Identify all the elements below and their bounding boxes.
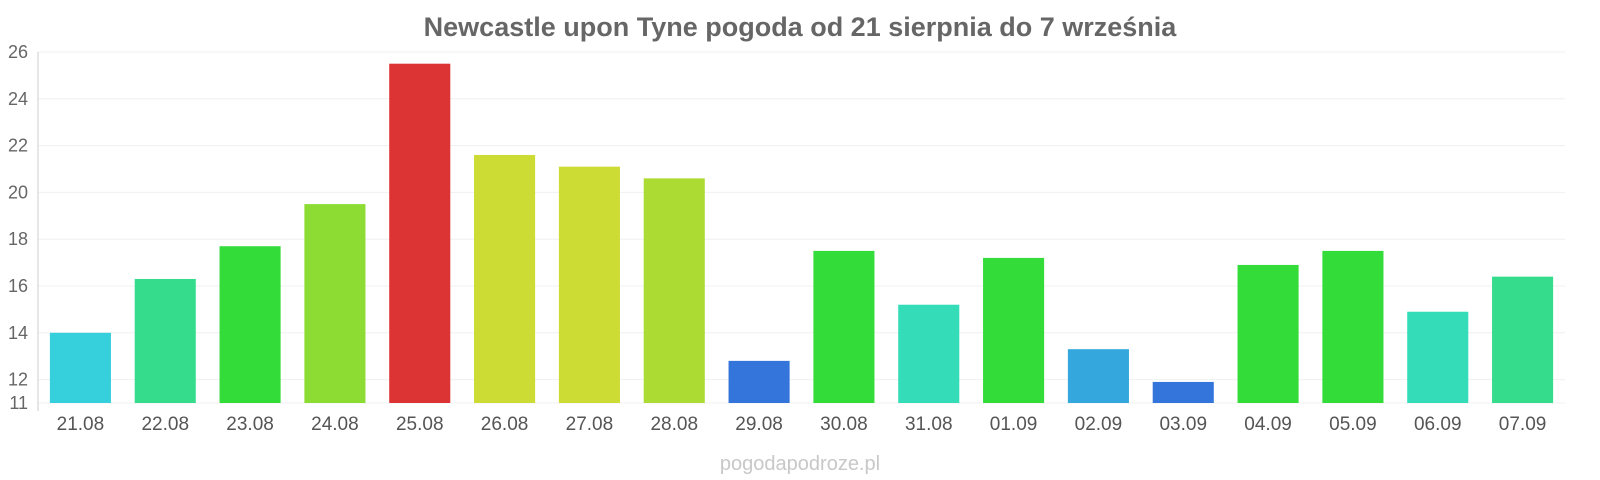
x-tick-label: 23.08 (226, 414, 274, 435)
bar (1237, 264, 1299, 403)
x-tick-label: 26.08 (481, 414, 529, 435)
y-tick-label: 14 (8, 323, 28, 343)
bar (389, 63, 451, 403)
bars (49, 63, 1554, 403)
y-tick-label: 26 (8, 42, 28, 62)
x-tick-label: 04.09 (1244, 414, 1292, 435)
bar (49, 332, 111, 403)
y-tick-label: 12 (8, 370, 28, 390)
x-tick-label: 03.09 (1159, 414, 1207, 435)
bar (813, 250, 875, 403)
x-tick-label: 24.08 (311, 414, 359, 435)
bar (558, 166, 620, 403)
y-tick-label: 22 (8, 136, 28, 156)
y-tick-label: 24 (8, 89, 28, 109)
x-tick-label: 31.08 (905, 414, 953, 435)
y-tick-label: 16 (8, 276, 28, 296)
x-tick-label: 22.08 (141, 414, 189, 435)
bar (1407, 311, 1469, 403)
chart-title: Newcastle upon Tyne pogoda od 21 sierpni… (424, 12, 1178, 42)
y-tick-label: 18 (8, 229, 28, 249)
x-tick-label: 29.08 (735, 414, 783, 435)
bar (1067, 349, 1129, 403)
x-tick-label: 27.08 (566, 414, 614, 435)
x-tick-label: 05.09 (1329, 414, 1377, 435)
bar (219, 246, 281, 403)
bar (134, 278, 196, 403)
y-tick-label: 11 (9, 393, 28, 413)
x-tick-label: 25.08 (396, 414, 444, 435)
x-axis-ticks: 21.08 22.08 23.08 24.08 25.08 26.08 27.08 28.08… (57, 414, 1547, 435)
x-tick-label: 01.09 (990, 414, 1038, 435)
bar (1322, 250, 1384, 403)
bar (1152, 381, 1214, 403)
bar (1492, 276, 1554, 403)
x-tick-label: 02.09 (1075, 414, 1123, 435)
x-tick-label: 07.09 (1499, 414, 1547, 435)
bar (728, 360, 790, 403)
bar (643, 178, 705, 403)
bar (983, 257, 1045, 403)
y-tick-label: 20 (8, 182, 28, 202)
grid (38, 51, 1565, 404)
bar (898, 304, 960, 403)
x-tick-label: 21.08 (57, 414, 105, 435)
x-tick-label: 28.08 (650, 414, 698, 435)
x-tick-label: 30.08 (820, 414, 868, 435)
x-tick-label: 06.09 (1414, 414, 1462, 435)
bar (474, 154, 536, 403)
source-watermark: pogodapodroze.pl (720, 453, 880, 475)
bar (304, 204, 366, 403)
y-axis-ticks: 11 12 14 16 18 20 22 24 26 (8, 42, 28, 413)
